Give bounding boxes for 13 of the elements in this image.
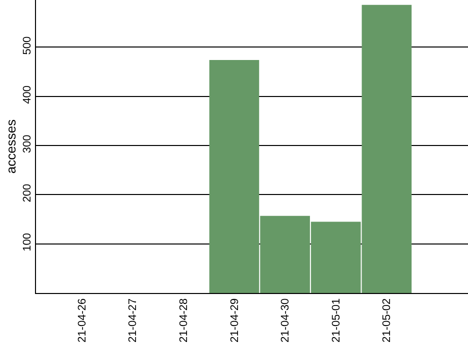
y-tick-label: 100 [22, 233, 34, 252]
y-tick-label: 200 [22, 184, 34, 202]
x-tick-label: 21-04-29 [228, 298, 241, 342]
x-tick-label: 21-04-28 [178, 298, 190, 342]
x-tick-label: 21-05-02 [381, 298, 394, 342]
x-tick-label: 21-04-26 [76, 298, 88, 342]
y-tick-label: 300 [22, 134, 34, 154]
x-tick-label: 21-04-30 [280, 298, 292, 342]
y-axis-title: accesses [4, 118, 19, 174]
x-tick-label: 21-05-01 [330, 298, 342, 342]
y-tick-label: 500 [22, 36, 34, 55]
x-tick-label: 21-04-27 [127, 298, 140, 342]
y-tick-label: 400 [22, 86, 34, 104]
